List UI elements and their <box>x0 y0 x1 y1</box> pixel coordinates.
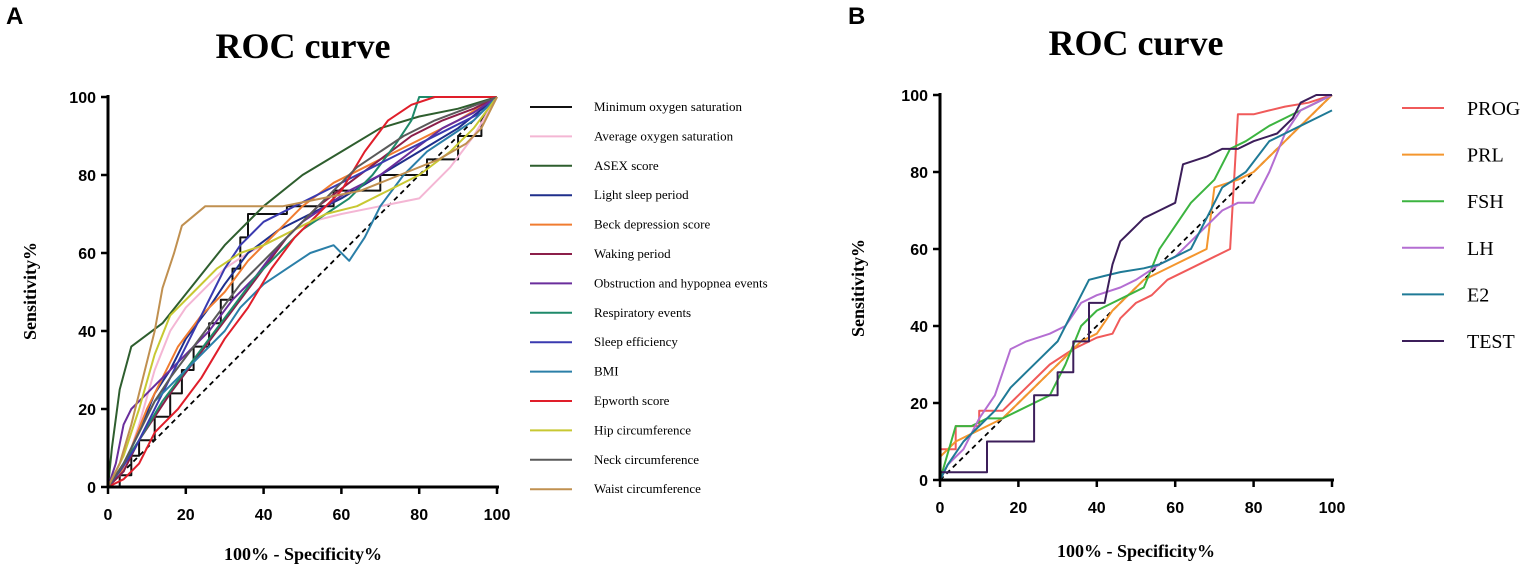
panel-b-title: ROC curve <box>1049 23 1224 63</box>
panel-a-legend-label: Sleep efficiency <box>594 334 678 349</box>
panel-b-legend-label: PRL <box>1467 145 1504 167</box>
panel-a-series-line-14 <box>107 96 498 488</box>
panel-b-x-tick-label: 80 <box>1245 500 1263 517</box>
panel-a-ylabel: Sensitivity% <box>20 242 40 340</box>
panel-a-series-line-12 <box>107 96 498 488</box>
panel-b-plot: 0 20 40 60 80 100 0 20 40 60 80 100 PROG PRL FSH LH E2 TE… <box>901 88 1520 517</box>
panel-a-x-tick-label: 0 <box>104 507 113 524</box>
panel-b-legend-label: PROG <box>1467 98 1520 120</box>
panel-a-legend-label: Minimum oxygen saturation <box>594 99 743 114</box>
panel-a-reference-line <box>107 96 498 488</box>
panel-b-y-tick-label: 20 <box>910 396 928 413</box>
panel-b-ylabel: Sensitivity% <box>848 239 868 337</box>
panel-b-y-tick-label: 100 <box>901 88 928 105</box>
panel-a-y-tick-label: 20 <box>78 402 96 419</box>
panel-a-series-line-4 <box>107 96 498 488</box>
panel-b-x-tick-label: 100 <box>1319 500 1346 517</box>
panel-a-x-tick-label: 60 <box>333 507 351 524</box>
panel-b-x-tick-label: 60 <box>1166 500 1184 517</box>
panel-b-y-tick-label: 0 <box>919 473 928 490</box>
panel-a-legend-label: Waking period <box>594 246 671 261</box>
panel-b-x-tick-label: 40 <box>1088 500 1106 517</box>
panel-a-legend-label: Respiratory events <box>594 305 691 320</box>
panel-a-y-tick-label: 40 <box>78 324 96 341</box>
panel-b-y-tick-label: 60 <box>910 242 928 259</box>
panel-a-title: ROC curve <box>216 26 391 66</box>
panel-a-legend-label: Epworth score <box>594 393 670 408</box>
panel-a-series-line-5 <box>107 96 498 488</box>
panel-a-series-line-9 <box>107 96 498 488</box>
panel-a-legend-label: Average oxygen saturation <box>594 128 734 143</box>
panel-a-y-tick-label: 60 <box>78 246 96 263</box>
panel-a-plot: 0 20 40 60 80 100 0 20 40 60 80 100 Minimum oxygen s… <box>69 90 767 524</box>
panel-a-legend-label: BMI <box>594 364 619 379</box>
panel-a-series-line-8 <box>107 96 497 488</box>
panel-b-xlabel: 100% - Specificity% <box>1057 541 1215 561</box>
panel-a-legend-label: Hip circumference <box>594 422 691 437</box>
panel-a-xlabel: 100% - Specificity% <box>224 544 382 564</box>
panel-b-x-tick-label: 0 <box>936 500 945 517</box>
panel-b-letter: B <box>848 3 865 30</box>
panel-b-y-tick-label: 40 <box>910 319 928 336</box>
panel-a-legend-label: ASEX score <box>594 158 659 173</box>
panel-a-y-tick-label: 80 <box>78 168 96 185</box>
panel-b-x-tick-label: 20 <box>1010 500 1028 517</box>
panel-a-legend-label: Beck depression score <box>594 217 710 232</box>
panel-b-series-line-4 <box>939 94 1333 481</box>
panel-a-series-line-10 <box>107 96 498 488</box>
panel-a-y-tick-label: 100 <box>69 90 96 107</box>
panel-b-legend-label: E2 <box>1467 284 1489 306</box>
panel-a-series-line-11 <box>107 96 497 488</box>
panel-a-series-line-13 <box>107 96 498 488</box>
panel-b-series-line-6 <box>939 94 1332 480</box>
panel-b-series-line-3 <box>939 94 1333 481</box>
panel-b-legend-label: TEST <box>1467 331 1515 353</box>
panel-a-letter: A <box>6 3 23 30</box>
panel-a-x-tick-label: 20 <box>177 507 195 524</box>
panel-a-x-tick-label: 100 <box>484 507 511 524</box>
panel-a-legend-label: Neck circumference <box>594 452 699 467</box>
panel-b-series-line-5 <box>939 109 1333 481</box>
panel-b-series-line-1 <box>939 94 1333 480</box>
panel-a-y-tick-label: 0 <box>87 480 96 497</box>
panel-a-legend-label: Light sleep period <box>594 187 689 202</box>
panel-b-legend-label: LH <box>1467 238 1494 260</box>
panel-a-x-tick-label: 40 <box>255 507 273 524</box>
panel-b-legend-label: FSH <box>1467 191 1504 213</box>
panel-a-legend-label: Obstruction and hypopnea events <box>594 275 768 290</box>
panel-a-legend-label: Waist circumference <box>594 481 701 496</box>
panel-b-y-tick-label: 80 <box>910 165 928 182</box>
panel-a-x-tick-label: 80 <box>410 507 428 524</box>
